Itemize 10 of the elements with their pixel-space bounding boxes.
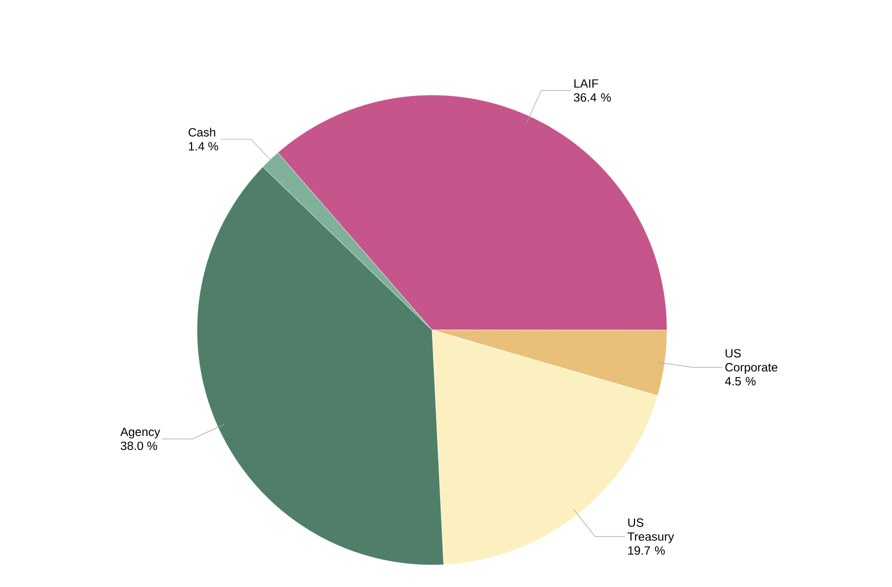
data-label: 4.5 % — [725, 377, 756, 386]
slice-label: Cash — [188, 128, 216, 137]
data-label: 36.4 % — [574, 93, 611, 102]
data-label: 19.7 % — [628, 546, 665, 555]
slice-label: US Corporate — [725, 349, 778, 374]
slice-label: LAIF — [574, 79, 598, 88]
data-label: 1.4 % — [188, 142, 218, 150]
data-label: 38.0 % — [120, 442, 158, 450]
slice-label: US Treasury — [628, 518, 674, 544]
slice-label: Agency — [120, 428, 160, 438]
